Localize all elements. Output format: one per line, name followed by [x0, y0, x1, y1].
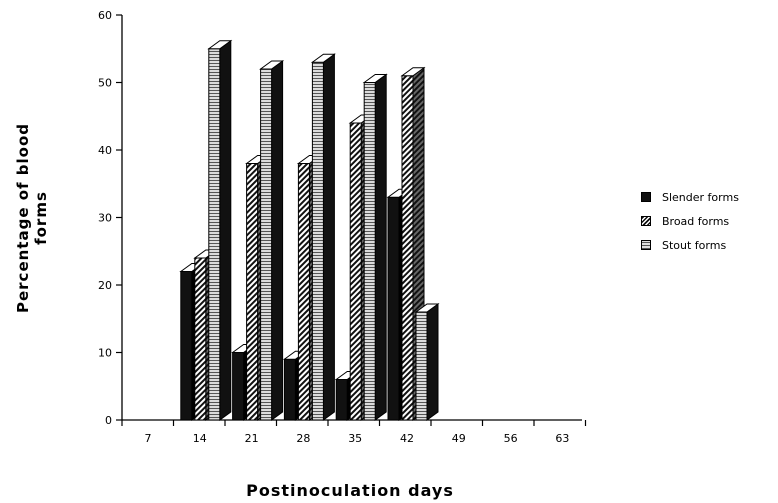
bar-top — [414, 303, 440, 313]
legend: Slender forms Broad forms Stout forms — [641, 185, 739, 257]
bar — [208, 48, 221, 421]
bar — [387, 196, 400, 421]
bar-top — [207, 40, 233, 50]
legend-label-slender: Slender forms — [662, 190, 739, 204]
bar — [363, 82, 376, 421]
x-axis-label: Postinoculation days — [246, 481, 454, 500]
y-tick-label: 30 — [98, 212, 112, 225]
legend-swatch-slender — [641, 192, 651, 202]
bar-top — [310, 53, 336, 63]
legend-item-broad: Broad forms — [641, 209, 739, 233]
legend-label-broad: Broad forms — [662, 214, 730, 228]
bar — [335, 379, 348, 421]
bar — [415, 311, 428, 421]
bar-top — [400, 67, 426, 77]
bar-top — [259, 60, 285, 70]
x-tick-label: 7 — [145, 432, 152, 445]
bar — [283, 358, 296, 421]
bar — [401, 75, 414, 421]
bar — [311, 61, 324, 421]
bar — [297, 163, 310, 421]
x-tick-label: 49 — [452, 432, 466, 445]
legend-swatch-broad — [641, 216, 651, 226]
tick-labels: 0 10 20 30 40 50 60 7 14 21 28 35 42 49 56 63 — [98, 9, 569, 445]
bar-side — [374, 73, 387, 421]
bar — [246, 163, 259, 421]
x-tick-label: 28 — [296, 432, 310, 445]
bar-side — [426, 303, 439, 421]
bar-side — [219, 39, 232, 421]
y-axis-label: Percentage of blood forms — [14, 123, 50, 314]
y-tick-label: 10 — [98, 347, 112, 360]
x-tick-label: 21 — [245, 432, 259, 445]
y-tick-label: 60 — [98, 9, 112, 22]
bar — [194, 257, 207, 421]
bar-top — [362, 74, 388, 83]
x-tick-label: 42 — [400, 432, 414, 445]
bar-side — [322, 53, 335, 421]
x-tick-label: 35 — [348, 432, 362, 445]
x-tick-label: 14 — [193, 432, 207, 445]
bar — [349, 122, 362, 421]
bars — [179, 39, 440, 421]
bar — [232, 352, 245, 421]
bar-side — [271, 60, 284, 421]
legend-item-slender: Slender forms — [641, 185, 739, 209]
legend-item-stout: Stout forms — [641, 233, 739, 257]
y-tick-label: 0 — [105, 414, 112, 427]
y-tick-label: 50 — [98, 77, 112, 90]
x-tick-label: 63 — [555, 432, 569, 445]
bar — [260, 68, 273, 421]
y-tick-label: 40 — [98, 144, 112, 157]
y-tick-label: 20 — [98, 279, 112, 292]
legend-swatch-stout — [641, 240, 651, 250]
x-tick-label: 56 — [504, 432, 518, 445]
legend-label-stout: Stout forms — [662, 238, 727, 252]
bar — [180, 271, 193, 421]
